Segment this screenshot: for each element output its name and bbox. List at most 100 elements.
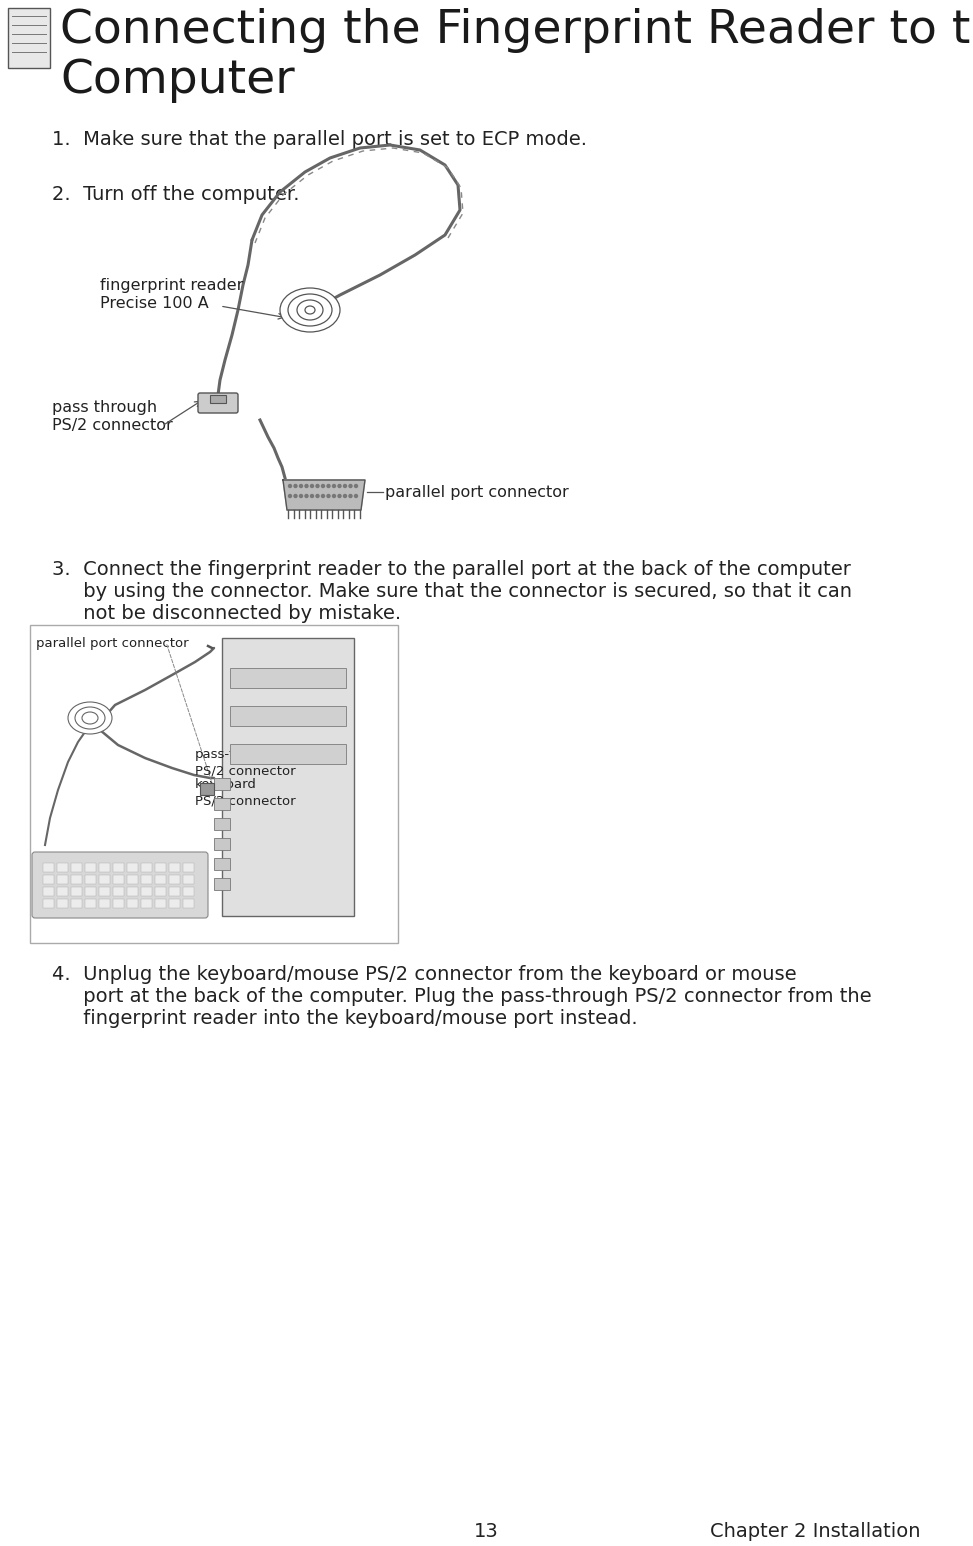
Text: PS/2 connector: PS/2 connector xyxy=(52,417,173,433)
Text: 4.  Unplug the keyboard/mouse PS/2 connector from the keyboard or mouse: 4. Unplug the keyboard/mouse PS/2 connec… xyxy=(52,965,797,983)
Bar xyxy=(183,863,194,872)
Bar xyxy=(71,900,82,908)
Bar xyxy=(183,875,194,884)
Bar xyxy=(43,900,54,908)
Bar xyxy=(85,875,96,884)
Ellipse shape xyxy=(305,306,315,314)
Circle shape xyxy=(305,484,308,487)
FancyBboxPatch shape xyxy=(32,852,208,918)
Text: parallel port connector: parallel port connector xyxy=(36,637,189,649)
Bar xyxy=(43,887,54,897)
Circle shape xyxy=(354,495,357,498)
Circle shape xyxy=(354,484,357,487)
Circle shape xyxy=(289,484,292,487)
Circle shape xyxy=(333,495,336,498)
Bar xyxy=(214,798,230,810)
Bar xyxy=(8,8,50,68)
Bar xyxy=(127,900,138,908)
Bar xyxy=(183,887,194,897)
Text: 1.  Make sure that the parallel port is set to ECP mode.: 1. Make sure that the parallel port is s… xyxy=(52,130,587,148)
Circle shape xyxy=(310,484,313,487)
Bar xyxy=(113,900,124,908)
Ellipse shape xyxy=(288,294,332,326)
Circle shape xyxy=(338,484,341,487)
Text: keyboard: keyboard xyxy=(195,778,257,792)
Bar xyxy=(141,863,152,872)
Circle shape xyxy=(289,495,292,498)
Circle shape xyxy=(316,484,319,487)
Bar xyxy=(230,744,346,764)
Bar xyxy=(99,863,110,872)
Text: Precise 100 A: Precise 100 A xyxy=(100,295,209,311)
Bar xyxy=(57,863,68,872)
Circle shape xyxy=(327,484,330,487)
Text: Computer: Computer xyxy=(60,59,295,104)
Bar xyxy=(169,900,180,908)
Bar xyxy=(183,900,194,908)
Bar xyxy=(127,887,138,897)
Bar xyxy=(113,863,124,872)
Bar xyxy=(57,900,68,908)
Bar xyxy=(210,394,226,404)
Text: not be disconnected by mistake.: not be disconnected by mistake. xyxy=(52,604,401,623)
Text: PS/2 connector: PS/2 connector xyxy=(195,795,296,807)
Bar xyxy=(214,838,230,850)
Bar xyxy=(169,863,180,872)
Bar xyxy=(113,875,124,884)
Text: 3.  Connect the fingerprint reader to the parallel port at the back of the compu: 3. Connect the fingerprint reader to the… xyxy=(52,560,850,580)
Text: parallel port connector: parallel port connector xyxy=(385,484,569,499)
Bar xyxy=(214,778,230,790)
Circle shape xyxy=(327,495,330,498)
Bar xyxy=(155,863,166,872)
Ellipse shape xyxy=(297,300,323,320)
Ellipse shape xyxy=(68,702,112,734)
Circle shape xyxy=(349,484,352,487)
Circle shape xyxy=(343,495,346,498)
Ellipse shape xyxy=(82,713,98,724)
Bar xyxy=(141,887,152,897)
Bar xyxy=(214,858,230,870)
Text: port at the back of the computer. Plug the pass-through PS/2 connector from the: port at the back of the computer. Plug t… xyxy=(52,986,872,1006)
Ellipse shape xyxy=(75,707,105,730)
Bar xyxy=(71,887,82,897)
Ellipse shape xyxy=(280,288,340,332)
Bar xyxy=(155,887,166,897)
Bar xyxy=(71,863,82,872)
Bar xyxy=(71,875,82,884)
Bar xyxy=(57,875,68,884)
Bar xyxy=(141,875,152,884)
Text: by using the connector. Make sure that the connector is secured, so that it can: by using the connector. Make sure that t… xyxy=(52,581,852,601)
Bar xyxy=(30,625,398,943)
Bar xyxy=(155,900,166,908)
Bar xyxy=(43,863,54,872)
Bar xyxy=(169,887,180,897)
Bar xyxy=(99,887,110,897)
Bar xyxy=(169,875,180,884)
Circle shape xyxy=(294,495,297,498)
Text: Connecting the Fingerprint Reader to the: Connecting the Fingerprint Reader to the xyxy=(60,8,973,53)
Text: fingerprint reader: fingerprint reader xyxy=(100,278,243,294)
Bar xyxy=(200,782,214,795)
Bar xyxy=(99,900,110,908)
Text: pass through: pass through xyxy=(52,400,157,414)
Circle shape xyxy=(321,484,325,487)
Circle shape xyxy=(310,495,313,498)
Circle shape xyxy=(338,495,341,498)
Bar xyxy=(155,875,166,884)
Bar xyxy=(141,900,152,908)
Bar xyxy=(230,668,346,688)
Text: 13: 13 xyxy=(474,1521,499,1541)
Bar xyxy=(57,887,68,897)
Circle shape xyxy=(321,495,325,498)
Circle shape xyxy=(300,484,303,487)
Circle shape xyxy=(305,495,308,498)
Circle shape xyxy=(294,484,297,487)
Bar xyxy=(214,878,230,890)
Text: 2.  Turn off the computer.: 2. Turn off the computer. xyxy=(52,186,300,204)
Bar xyxy=(214,818,230,830)
FancyBboxPatch shape xyxy=(198,393,238,413)
Polygon shape xyxy=(283,479,365,510)
Bar xyxy=(85,863,96,872)
Bar xyxy=(99,875,110,884)
Circle shape xyxy=(349,495,352,498)
